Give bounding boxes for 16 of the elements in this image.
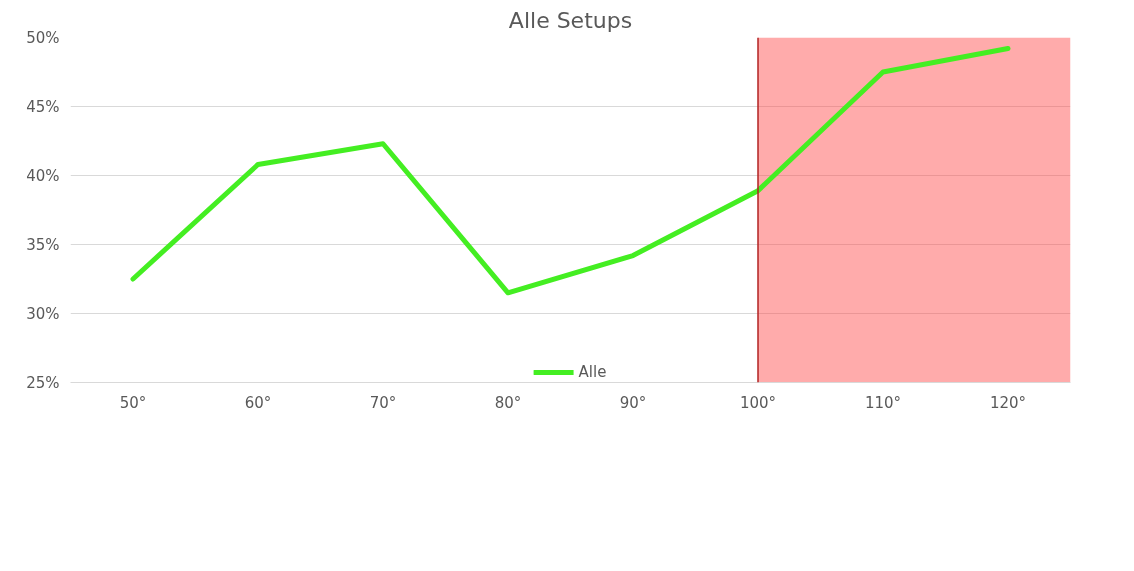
x-tick-label: 90° xyxy=(619,393,647,412)
y-tick-label: 25% xyxy=(26,373,60,392)
x-tick-label: 80° xyxy=(494,393,522,412)
x-tick-label: 50° xyxy=(119,393,147,412)
y-tick-label: 30% xyxy=(26,304,60,323)
x-tick-label: 110° xyxy=(864,393,902,412)
y-tick-label: 45% xyxy=(26,97,60,116)
legend-label: Alle xyxy=(578,363,607,381)
y-tick-label: 50% xyxy=(26,28,60,47)
x-tick-label: 100° xyxy=(739,393,777,412)
x-tick-label: 60° xyxy=(244,393,272,412)
chart-title: Alle Setups xyxy=(508,7,633,33)
x-tick-label: 70° xyxy=(369,393,397,412)
y-tick-label: 40% xyxy=(26,166,60,185)
y-tick-label: 35% xyxy=(26,235,60,254)
x-tick-label: 120° xyxy=(989,393,1027,412)
